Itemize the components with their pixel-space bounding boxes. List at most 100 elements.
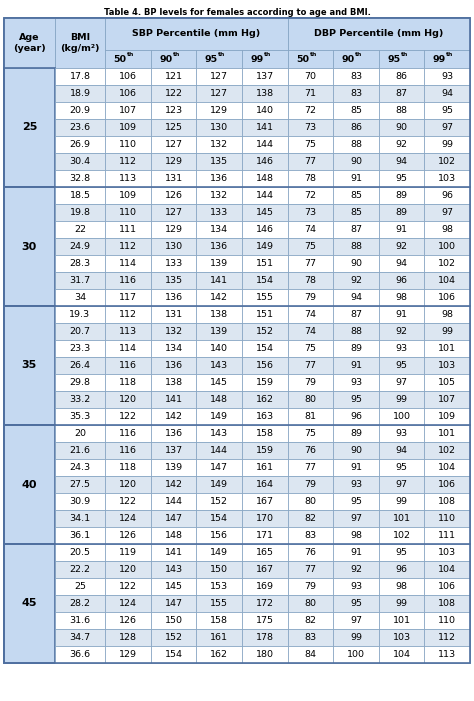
- Text: 90: 90: [396, 123, 408, 132]
- Text: 83: 83: [304, 633, 317, 642]
- Text: 30.9: 30.9: [69, 497, 91, 506]
- Text: 106: 106: [438, 480, 456, 489]
- Text: 112: 112: [119, 242, 137, 251]
- Text: 81: 81: [304, 412, 317, 421]
- Text: 107: 107: [438, 395, 456, 404]
- Text: 129: 129: [164, 157, 182, 166]
- Text: 141: 141: [256, 123, 274, 132]
- Text: 127: 127: [210, 72, 228, 81]
- Text: 154: 154: [164, 650, 182, 659]
- Text: 104: 104: [438, 565, 456, 574]
- Text: 87: 87: [350, 225, 362, 234]
- Text: 130: 130: [210, 123, 228, 132]
- Text: 175: 175: [256, 616, 274, 625]
- Text: 36.6: 36.6: [69, 650, 91, 659]
- Text: 169: 169: [256, 582, 274, 591]
- Text: 32.8: 32.8: [69, 174, 91, 183]
- Text: 134: 134: [210, 225, 228, 234]
- Text: 78: 78: [304, 276, 317, 285]
- Text: 139: 139: [210, 259, 228, 268]
- Text: 85: 85: [350, 191, 362, 200]
- Text: 99: 99: [350, 633, 362, 642]
- Text: 92: 92: [396, 140, 408, 149]
- Text: 172: 172: [256, 599, 274, 608]
- Text: 171: 171: [256, 531, 274, 540]
- Text: 163: 163: [256, 412, 274, 421]
- Text: 74: 74: [304, 225, 317, 234]
- Text: 149: 149: [210, 548, 228, 557]
- Text: 155: 155: [210, 599, 228, 608]
- Text: th: th: [355, 53, 363, 57]
- Text: 104: 104: [438, 276, 456, 285]
- Text: 28.2: 28.2: [70, 599, 91, 608]
- Text: 35.3: 35.3: [69, 412, 91, 421]
- Text: 79: 79: [304, 378, 317, 387]
- Text: 112: 112: [438, 633, 456, 642]
- Text: 95: 95: [350, 497, 362, 506]
- Text: 97: 97: [441, 123, 453, 132]
- Text: 148: 148: [256, 174, 274, 183]
- Text: 161: 161: [256, 463, 274, 472]
- Text: 94: 94: [350, 293, 362, 302]
- Text: 97: 97: [396, 378, 408, 387]
- Text: 77: 77: [304, 157, 317, 166]
- Text: 89: 89: [350, 429, 362, 438]
- Text: 139: 139: [210, 327, 228, 336]
- Text: 152: 152: [210, 497, 228, 506]
- Text: 91: 91: [350, 463, 362, 472]
- Text: 129: 129: [164, 225, 182, 234]
- Text: 101: 101: [438, 429, 456, 438]
- Text: 135: 135: [210, 157, 228, 166]
- Text: 25: 25: [74, 582, 86, 591]
- Text: 152: 152: [256, 327, 274, 336]
- Text: 31.7: 31.7: [69, 276, 91, 285]
- Text: 162: 162: [256, 395, 274, 404]
- Text: 127: 127: [164, 208, 182, 217]
- Text: 93: 93: [350, 378, 362, 387]
- Text: 133: 133: [210, 208, 228, 217]
- Text: 136: 136: [210, 174, 228, 183]
- Text: 88: 88: [350, 242, 362, 251]
- Text: 95: 95: [350, 395, 362, 404]
- Text: 107: 107: [119, 106, 137, 115]
- Text: 95: 95: [396, 548, 408, 557]
- Text: 88: 88: [396, 106, 408, 115]
- Text: 122: 122: [119, 582, 137, 591]
- Text: 110: 110: [438, 514, 456, 523]
- Text: 90: 90: [350, 259, 362, 268]
- Text: 126: 126: [164, 191, 182, 200]
- Text: 136: 136: [210, 242, 228, 251]
- Text: 98: 98: [441, 310, 453, 319]
- Text: 138: 138: [164, 378, 183, 387]
- Text: 103: 103: [438, 361, 456, 370]
- Text: 17.8: 17.8: [70, 72, 91, 81]
- Text: 96: 96: [441, 191, 453, 200]
- Text: 92: 92: [396, 242, 408, 251]
- Text: 154: 154: [256, 344, 274, 353]
- Text: 159: 159: [256, 378, 274, 387]
- Text: 141: 141: [164, 548, 182, 557]
- Text: 110: 110: [119, 208, 137, 217]
- Text: 110: 110: [438, 616, 456, 625]
- Text: 138: 138: [256, 89, 274, 98]
- Text: 132: 132: [210, 191, 228, 200]
- Text: 104: 104: [392, 650, 410, 659]
- Text: 180: 180: [256, 650, 274, 659]
- Text: 79: 79: [304, 293, 317, 302]
- Text: 97: 97: [350, 514, 362, 523]
- Text: 158: 158: [210, 616, 228, 625]
- Text: 83: 83: [350, 89, 362, 98]
- Text: 158: 158: [256, 429, 274, 438]
- Text: 30.4: 30.4: [69, 157, 91, 166]
- Text: 34: 34: [74, 293, 86, 302]
- Text: 88: 88: [350, 327, 362, 336]
- Text: 40: 40: [22, 479, 37, 489]
- Text: 99: 99: [396, 497, 408, 506]
- Text: 27.5: 27.5: [70, 480, 91, 489]
- Text: 137: 137: [256, 72, 274, 81]
- Text: 100: 100: [438, 242, 456, 251]
- Text: 129: 129: [119, 650, 137, 659]
- Text: 134: 134: [164, 344, 183, 353]
- Text: 109: 109: [119, 123, 137, 132]
- Text: 99: 99: [250, 55, 264, 64]
